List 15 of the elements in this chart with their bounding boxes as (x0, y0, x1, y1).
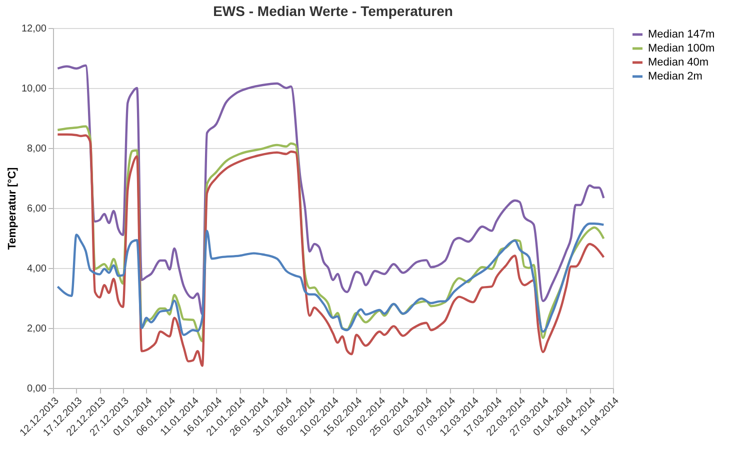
legend-label: Median 147m (648, 28, 715, 40)
y-tick-label: 2,00 (27, 324, 47, 334)
y-tick-label: 12,00 (21, 24, 47, 34)
y-tick-label: 0,00 (27, 384, 47, 394)
legend-label: Median 100m (648, 42, 715, 54)
chart-title: EWS - Median Werte - Temperaturen (213, 3, 453, 19)
legend-label: Median 40m (648, 56, 709, 68)
y-tick-label: 8,00 (27, 144, 47, 154)
legend-label: Median 2m (648, 70, 702, 82)
line-series (56, 222, 605, 336)
y-tick-label: 6,00 (27, 204, 47, 214)
y-axis-title: Temperatur [°C] (6, 166, 18, 250)
y-tick-label: 4,00 (27, 264, 47, 274)
line-series (56, 64, 605, 316)
y-tick-label: 10,00 (21, 84, 47, 94)
